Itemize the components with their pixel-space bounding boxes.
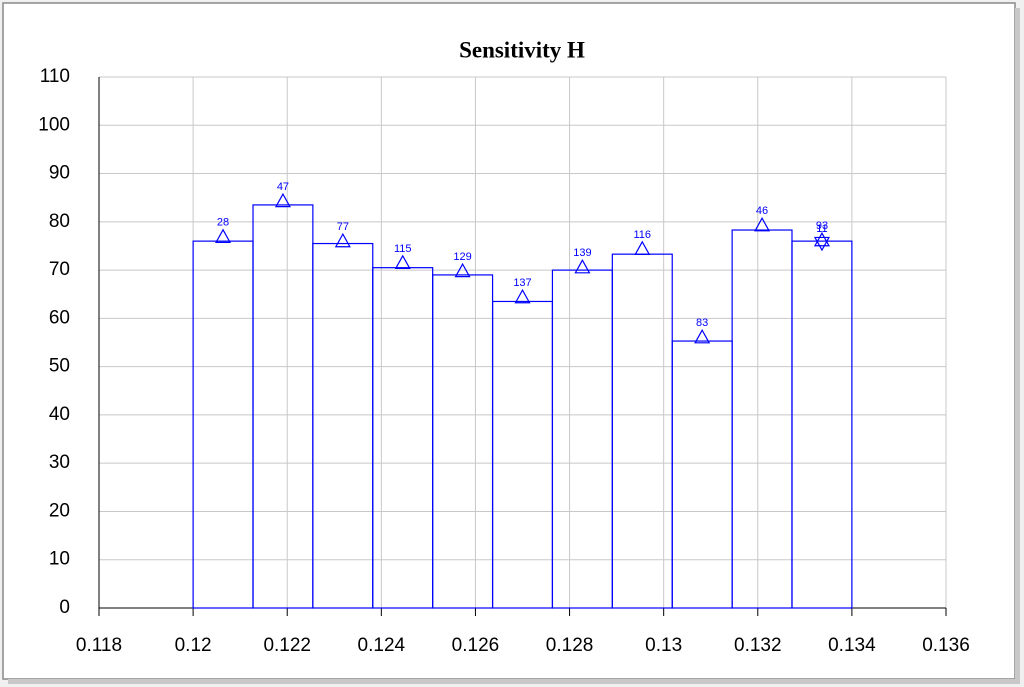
y-tick-label: 100	[38, 114, 70, 135]
x-tick-label: 0.122	[263, 635, 311, 656]
y-tick-label: 70	[49, 259, 70, 280]
frame-shadow	[1015, 8, 1020, 682]
marker-label: 77	[337, 221, 349, 233]
marker-label: 47	[277, 181, 289, 193]
marker-label: 28	[217, 217, 229, 229]
marker	[334, 232, 351, 248]
y-tick-label: 20	[49, 500, 70, 521]
marker-label: 137	[513, 277, 531, 289]
marker-label: 116	[633, 229, 651, 241]
y-tick-label: 10	[49, 549, 70, 570]
marker	[813, 236, 830, 252]
marker	[813, 231, 830, 247]
marker	[754, 216, 771, 232]
y-tick-label: 40	[49, 404, 70, 425]
x-tick-label: 0.124	[358, 635, 406, 656]
x-tick-label: 0.134	[828, 635, 876, 656]
x-tick-label: 0.118	[76, 635, 122, 656]
marker-label: 129	[453, 251, 471, 263]
bar	[791, 240, 853, 609]
y-tick-label: 60	[49, 307, 70, 328]
x-tick-label: 0.12	[175, 635, 212, 656]
marker	[514, 288, 531, 304]
marker	[634, 240, 651, 256]
marker	[394, 254, 411, 270]
marker	[274, 192, 291, 208]
y-tick-label: 50	[49, 356, 70, 377]
y-tick-label: 30	[49, 452, 70, 473]
marker	[574, 258, 591, 274]
marker	[215, 228, 232, 243]
marker-label: 46	[756, 205, 768, 217]
x-tick-label: 0.132	[734, 635, 782, 656]
y-tick-label: 80	[49, 211, 70, 232]
x-tick-label: 0.13	[645, 635, 682, 656]
y-tick-label: 0	[59, 597, 70, 618]
x-tick-label: 0.126	[452, 635, 500, 656]
y-tick-label: 110	[40, 66, 70, 87]
marker	[454, 262, 471, 278]
frame-shadow	[8, 679, 1020, 684]
marker-label: 115	[394, 243, 412, 255]
marker-label: 139	[573, 247, 591, 259]
marker-label: 93	[816, 220, 828, 232]
chart-frame	[2, 2, 1016, 680]
marker	[694, 328, 711, 344]
x-tick-label: 0.128	[546, 635, 594, 656]
marker-label: 11	[816, 223, 827, 235]
chart-title: Sensitivity H	[459, 37, 585, 62]
marker-label: 83	[696, 317, 708, 329]
x-tick-label: 0.136	[922, 635, 970, 656]
y-tick-label: 90	[49, 163, 70, 184]
